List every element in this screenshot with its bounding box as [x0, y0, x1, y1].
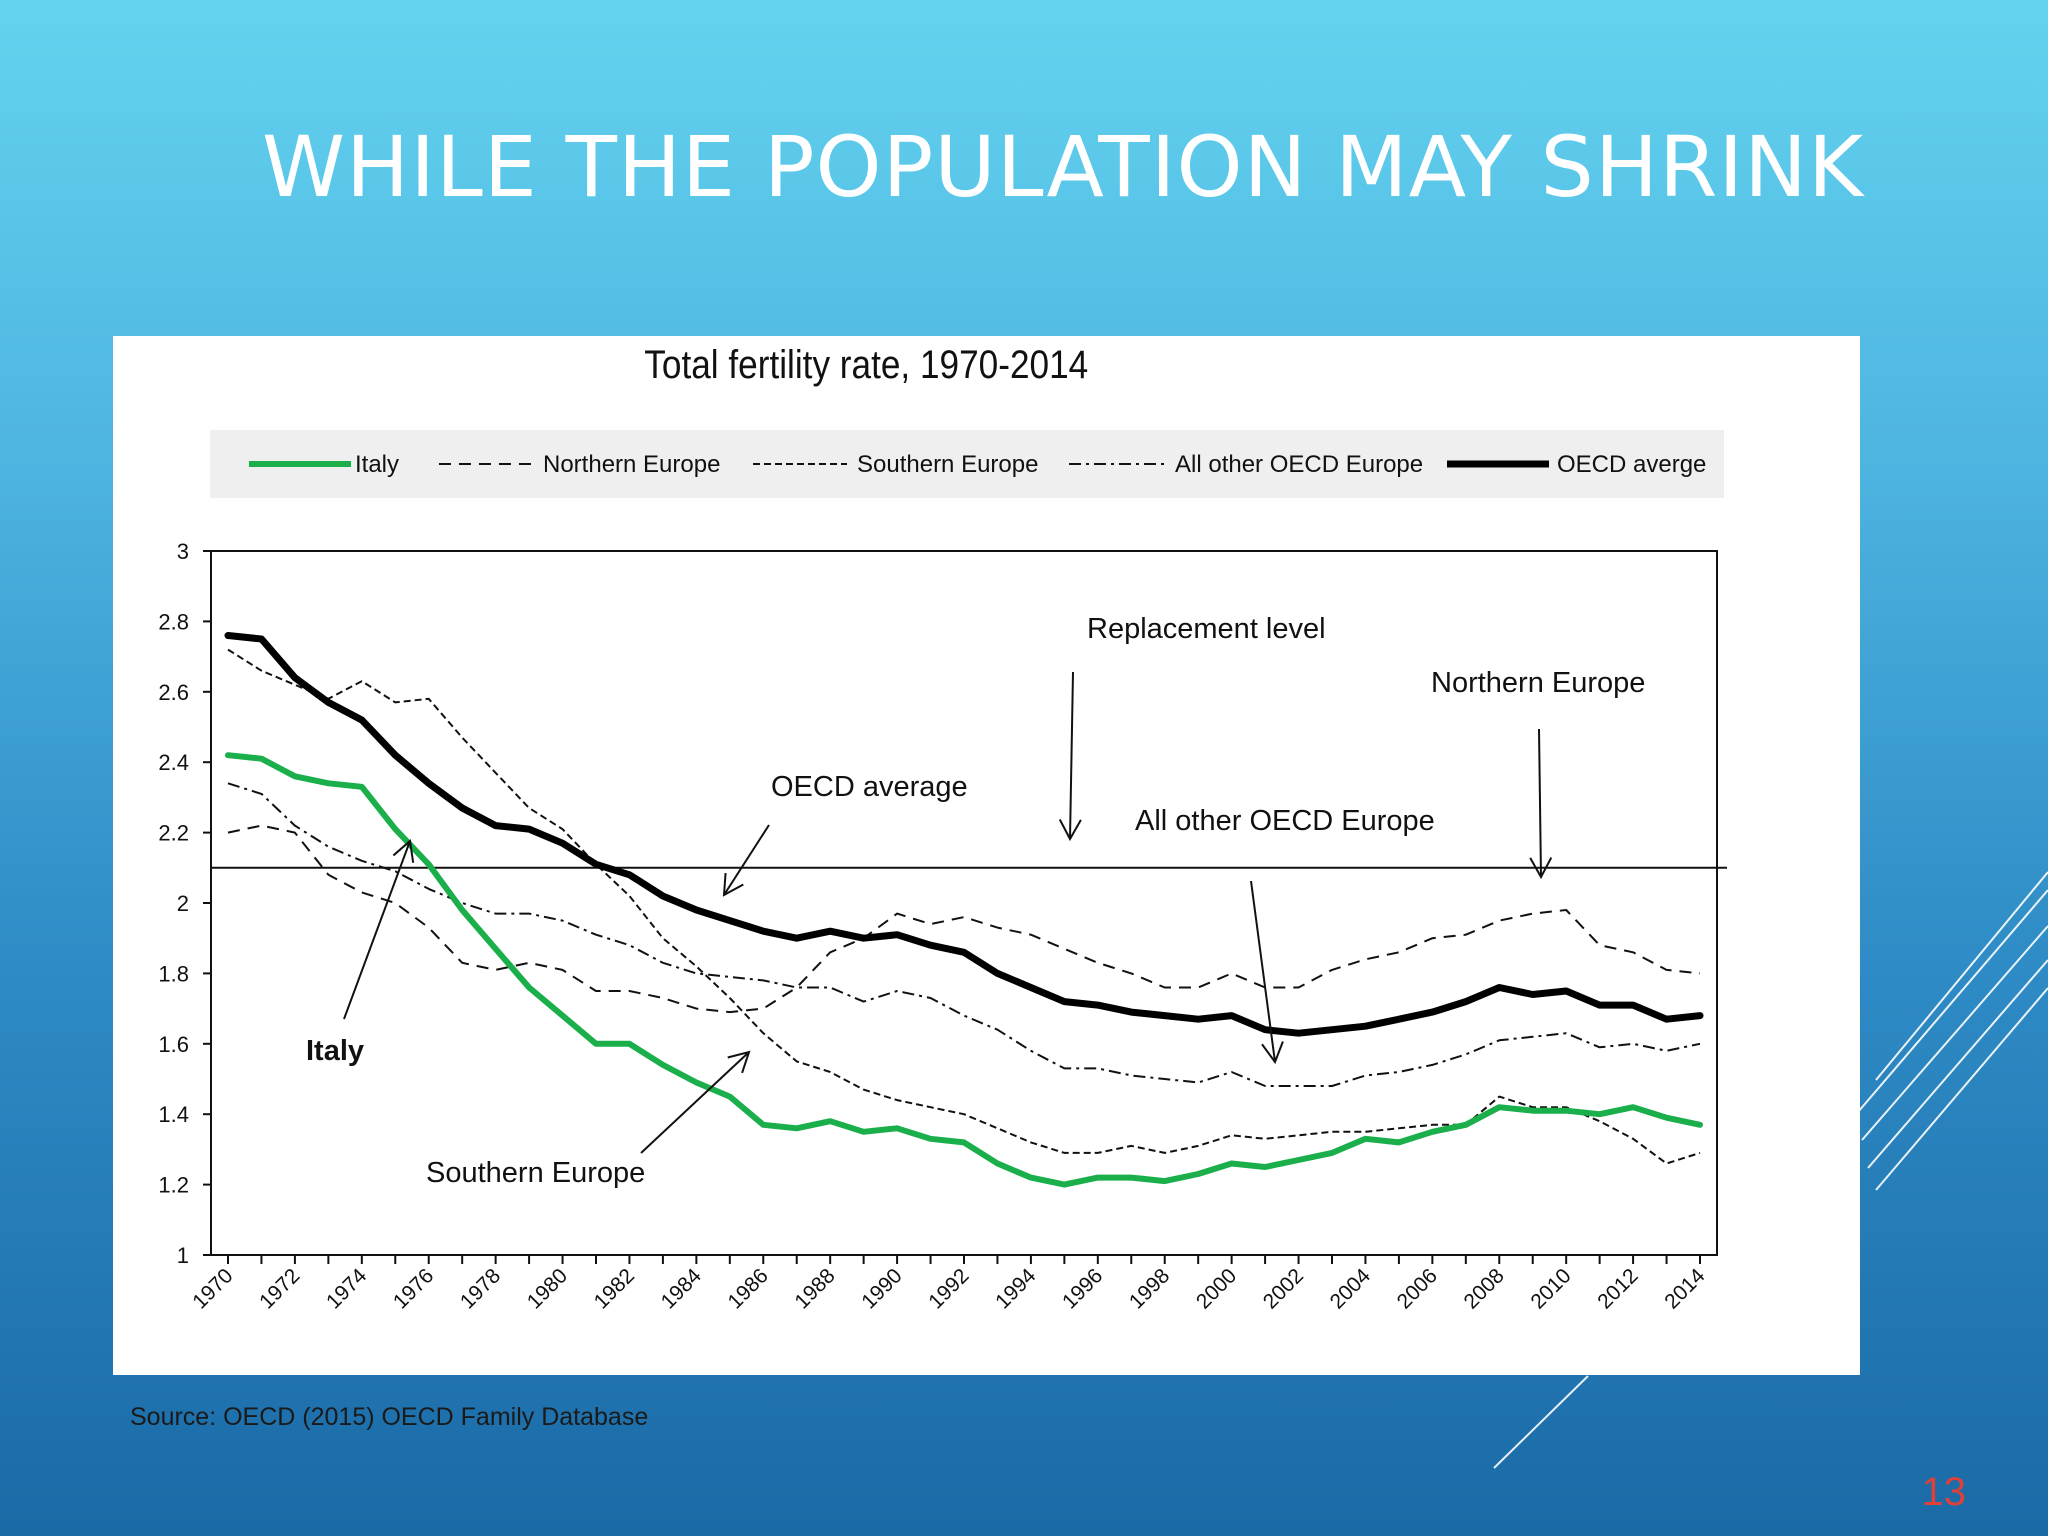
y-tick-label: 1.4: [158, 1102, 189, 1127]
series-line-italy: [225, 752, 1703, 1188]
annotation-oecd-average: OECD average: [771, 771, 968, 803]
annotation-arrow: [1538, 728, 1542, 878]
y-tick-label: 2.2: [158, 821, 189, 846]
x-tick-label: 2004: [1326, 1264, 1376, 1314]
series-line-southern-europe: [227, 648, 1701, 1165]
legend-label: OECD averge: [1557, 451, 1706, 478]
x-tick-label: 1998: [1125, 1264, 1174, 1313]
annotation-arrowhead: [727, 1050, 751, 1074]
x-tick-label: 1996: [1058, 1264, 1107, 1313]
x-tick-label: 2006: [1393, 1264, 1442, 1313]
y-tick-label: 1.2: [158, 1173, 189, 1198]
x-tick-label: 1994: [991, 1264, 1041, 1314]
annotation-northern-europe: Northern Europe: [1431, 667, 1645, 699]
chart-legend: Italy Northern Europe Southern Europe All o…: [210, 430, 1724, 498]
series-line-all-other-oecd-europe: [227, 782, 1701, 1087]
annotation-arrow: [723, 824, 770, 896]
y-tick-label: 1.8: [158, 961, 189, 986]
y-tick-label: 1.6: [158, 1032, 189, 1057]
y-tick-label: 3: [177, 539, 189, 564]
x-tick-label: 1992: [924, 1264, 973, 1313]
x-tick-label: 1978: [456, 1264, 505, 1313]
annotation-arrow: [1069, 671, 1074, 840]
x-tick-label: 1988: [790, 1264, 839, 1313]
annotation-replacement-level: Replacement level: [1087, 613, 1326, 645]
x-tick-label: 1970: [188, 1264, 237, 1313]
deco-line: [1875, 987, 2048, 1191]
x-tick-label: 1984: [657, 1264, 707, 1314]
deco-line: [1857, 889, 2048, 1113]
annotation-arrow: [343, 840, 411, 1020]
legend-label: Northern Europe: [543, 451, 720, 478]
deco-line: [1861, 925, 2048, 1141]
annotation-arrowhead: [1058, 819, 1082, 842]
y-axis: 1 1.2 1.4 1.6 1.8 2 2.2 2.4 2.6 2.8 3: [158, 539, 211, 1268]
annotation-arrowhead: [722, 872, 744, 897]
legend-label: All other OECD Europe: [1175, 451, 1423, 478]
chart-title: Total fertility rate, 1970-2014: [644, 342, 1088, 387]
fertility-chart: Total fertility rate, 1970-2014 Italy Nor…: [158, 342, 1727, 1314]
x-tick-label: 1972: [255, 1264, 304, 1313]
annotation-arrow: [640, 1051, 750, 1154]
annotation-italy: Italy: [306, 1035, 364, 1067]
series-line-northern-europe: [227, 824, 1701, 1014]
source-note: Source: OECD (2015) OECD Family Database: [130, 1403, 649, 1431]
y-tick-label: 2.6: [158, 680, 189, 705]
series-layer: [224, 632, 1704, 1188]
x-tick-label: 2012: [1593, 1264, 1642, 1313]
x-tick-label: 1974: [322, 1264, 372, 1314]
legend-label: Italy: [355, 451, 399, 478]
slide-title: WHILE THE POPULATION MAY SHRINK: [262, 118, 1865, 216]
x-tick-label: 1976: [389, 1264, 438, 1313]
x-tick-label: 2000: [1192, 1264, 1241, 1313]
x-tick-label: 2010: [1526, 1264, 1575, 1313]
x-tick-label: 1980: [523, 1264, 572, 1313]
annotation-all-other-oecd-europe: All other OECD Europe: [1135, 805, 1435, 837]
annotation-layer: Replacement level Northern Europe OECD ave…: [306, 613, 1645, 1189]
annotation-arrowhead: [1261, 1041, 1284, 1065]
x-tick-label: 1986: [724, 1264, 773, 1313]
chart-panel: Total fertility rate, 1970-2014 Italy Nor…: [113, 336, 1860, 1375]
annotation-southern-europe: Southern Europe: [426, 1157, 645, 1189]
y-tick-label: 2: [177, 891, 189, 916]
annotation-arrow: [1250, 880, 1276, 1063]
x-axis: 1970 1972 1974 1976 1978 1980 1982 1984 1986 1988…: [188, 1255, 1710, 1314]
x-tick-label: 2002: [1259, 1264, 1308, 1313]
plot-frame: [210, 550, 1718, 1256]
slide-number: 13: [1921, 1470, 1967, 1514]
legend-label: Southern Europe: [857, 451, 1038, 478]
x-tick-label: 1982: [590, 1264, 639, 1313]
deco-line: [1867, 959, 2048, 1169]
deco-line: [1875, 871, 2048, 1081]
y-tick-label: 1: [177, 1243, 189, 1268]
y-tick-label: 2.8: [158, 609, 189, 634]
x-tick-label: 2014: [1660, 1264, 1710, 1314]
annotation-arrowhead: [1529, 857, 1553, 880]
x-tick-label: 2008: [1460, 1264, 1509, 1313]
x-tick-label: 1990: [857, 1264, 906, 1313]
annotation-arrowhead: [392, 839, 415, 863]
series-line-oecd-averge: [224, 632, 1704, 1037]
y-tick-label: 2.4: [158, 750, 189, 775]
deco-line: [1493, 1375, 1589, 1469]
